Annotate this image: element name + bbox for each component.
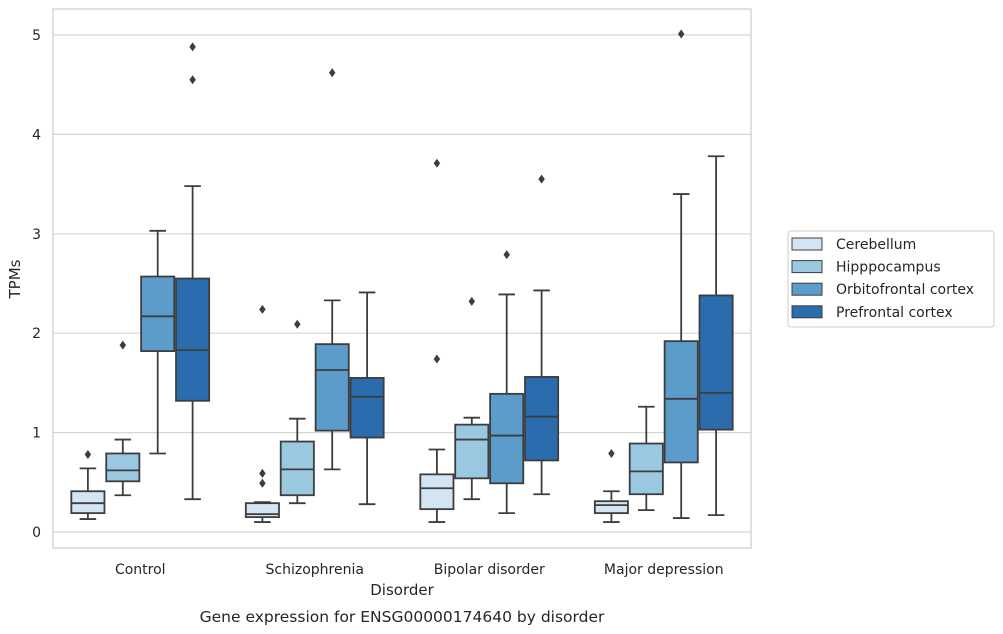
legend-swatch: [791, 237, 823, 251]
box-1-1: [279, 319, 315, 505]
box-1-0: [244, 304, 280, 523]
legend-swatch: [791, 305, 823, 319]
box-0-2: [140, 229, 176, 455]
y-tick-label: 0: [32, 525, 41, 541]
box-iqr: [419, 473, 455, 511]
legend-item: Prefrontal cortex: [791, 305, 953, 321]
x-axis-label: Disorder: [370, 581, 434, 599]
y-tick-label: 4: [32, 127, 41, 143]
y-tick-label: 3: [32, 227, 41, 243]
box-iqr: [314, 343, 350, 432]
legend-label: Hipppocampus: [836, 260, 941, 276]
outlier-point: [259, 478, 266, 488]
y-axis-ticks: 0 1 2 3 4 5: [32, 28, 41, 541]
box-iqr: [349, 377, 385, 439]
legend-swatch: [791, 260, 823, 274]
outlier-point: [119, 340, 127, 350]
outlier-point: [608, 448, 615, 458]
box-2-1: [454, 296, 490, 501]
box-iqr: [698, 294, 734, 431]
box-3-2: [663, 29, 699, 519]
box-iqr: [489, 392, 525, 485]
outlier-point: [259, 468, 266, 478]
figure-caption: Gene expression for ENSG00000174640 by d…: [200, 608, 605, 626]
outlier-point: [84, 449, 92, 459]
plot-area-frame: [52, 8, 752, 549]
box-iqr: [454, 423, 490, 480]
y-tick-label: 2: [32, 326, 41, 342]
y-tick-label: 1: [32, 426, 41, 442]
outlier-point: [189, 42, 196, 52]
box-3-1: [628, 405, 664, 512]
box-iqr: [175, 277, 211, 402]
x-tick-label: Bipolar disorder: [434, 562, 545, 578]
box-iqr: [105, 452, 141, 483]
outlier-point: [294, 319, 301, 329]
outlier-point: [433, 354, 441, 364]
box-iqr: [524, 376, 560, 462]
box-2-2: [489, 250, 525, 515]
box-iqr: [70, 490, 106, 515]
legend: Cerebellum Hipppocampus Orbitofrontal cort…: [787, 230, 995, 328]
box-0-1: [105, 340, 141, 497]
box-3-3: [698, 155, 734, 517]
box-iqr: [628, 442, 664, 496]
box-iqr: [663, 340, 699, 464]
outlier-point: [259, 304, 266, 314]
box-iqr: [593, 500, 629, 515]
box-1-3: [349, 291, 385, 506]
y-tick-label: 5: [32, 28, 41, 44]
outlier-point: [503, 250, 510, 260]
x-tick-label: Major depression: [604, 562, 724, 578]
box-iqr: [140, 275, 176, 352]
legend-item: Cerebellum: [791, 237, 916, 253]
x-tick-label: Schizophrenia: [266, 562, 364, 578]
outlier-point: [677, 29, 685, 39]
outlier-point: [538, 174, 545, 184]
boxes: [70, 29, 734, 523]
x-axis-ticks: Control Schizophrenia Bipolar disorder Majo…: [115, 562, 724, 578]
outlier-point: [189, 75, 196, 85]
legend-label: Orbitofrontal cortex: [836, 282, 974, 298]
box-2-3: [524, 174, 560, 496]
outlier-point: [468, 296, 476, 306]
box-0-3: [175, 42, 211, 501]
legend-item: Orbitofrontal cortex: [791, 282, 974, 298]
legend-frame: [787, 230, 995, 328]
box-iqr: [279, 440, 315, 497]
legend-swatch: [791, 282, 823, 296]
outlier-point: [433, 158, 441, 168]
box-1-2: [314, 68, 350, 471]
box-0-0: [70, 449, 106, 520]
box-3-0: [593, 448, 629, 523]
x-tick-label: Control: [115, 562, 166, 578]
legend-label: Prefrontal cortex: [836, 305, 953, 321]
box-2-0: [419, 158, 455, 523]
outlier-point: [328, 68, 336, 78]
legend-label: Cerebellum: [836, 237, 916, 253]
y-axis-label: TPMs: [6, 259, 24, 299]
legend-item: Hipppocampus: [791, 260, 941, 276]
